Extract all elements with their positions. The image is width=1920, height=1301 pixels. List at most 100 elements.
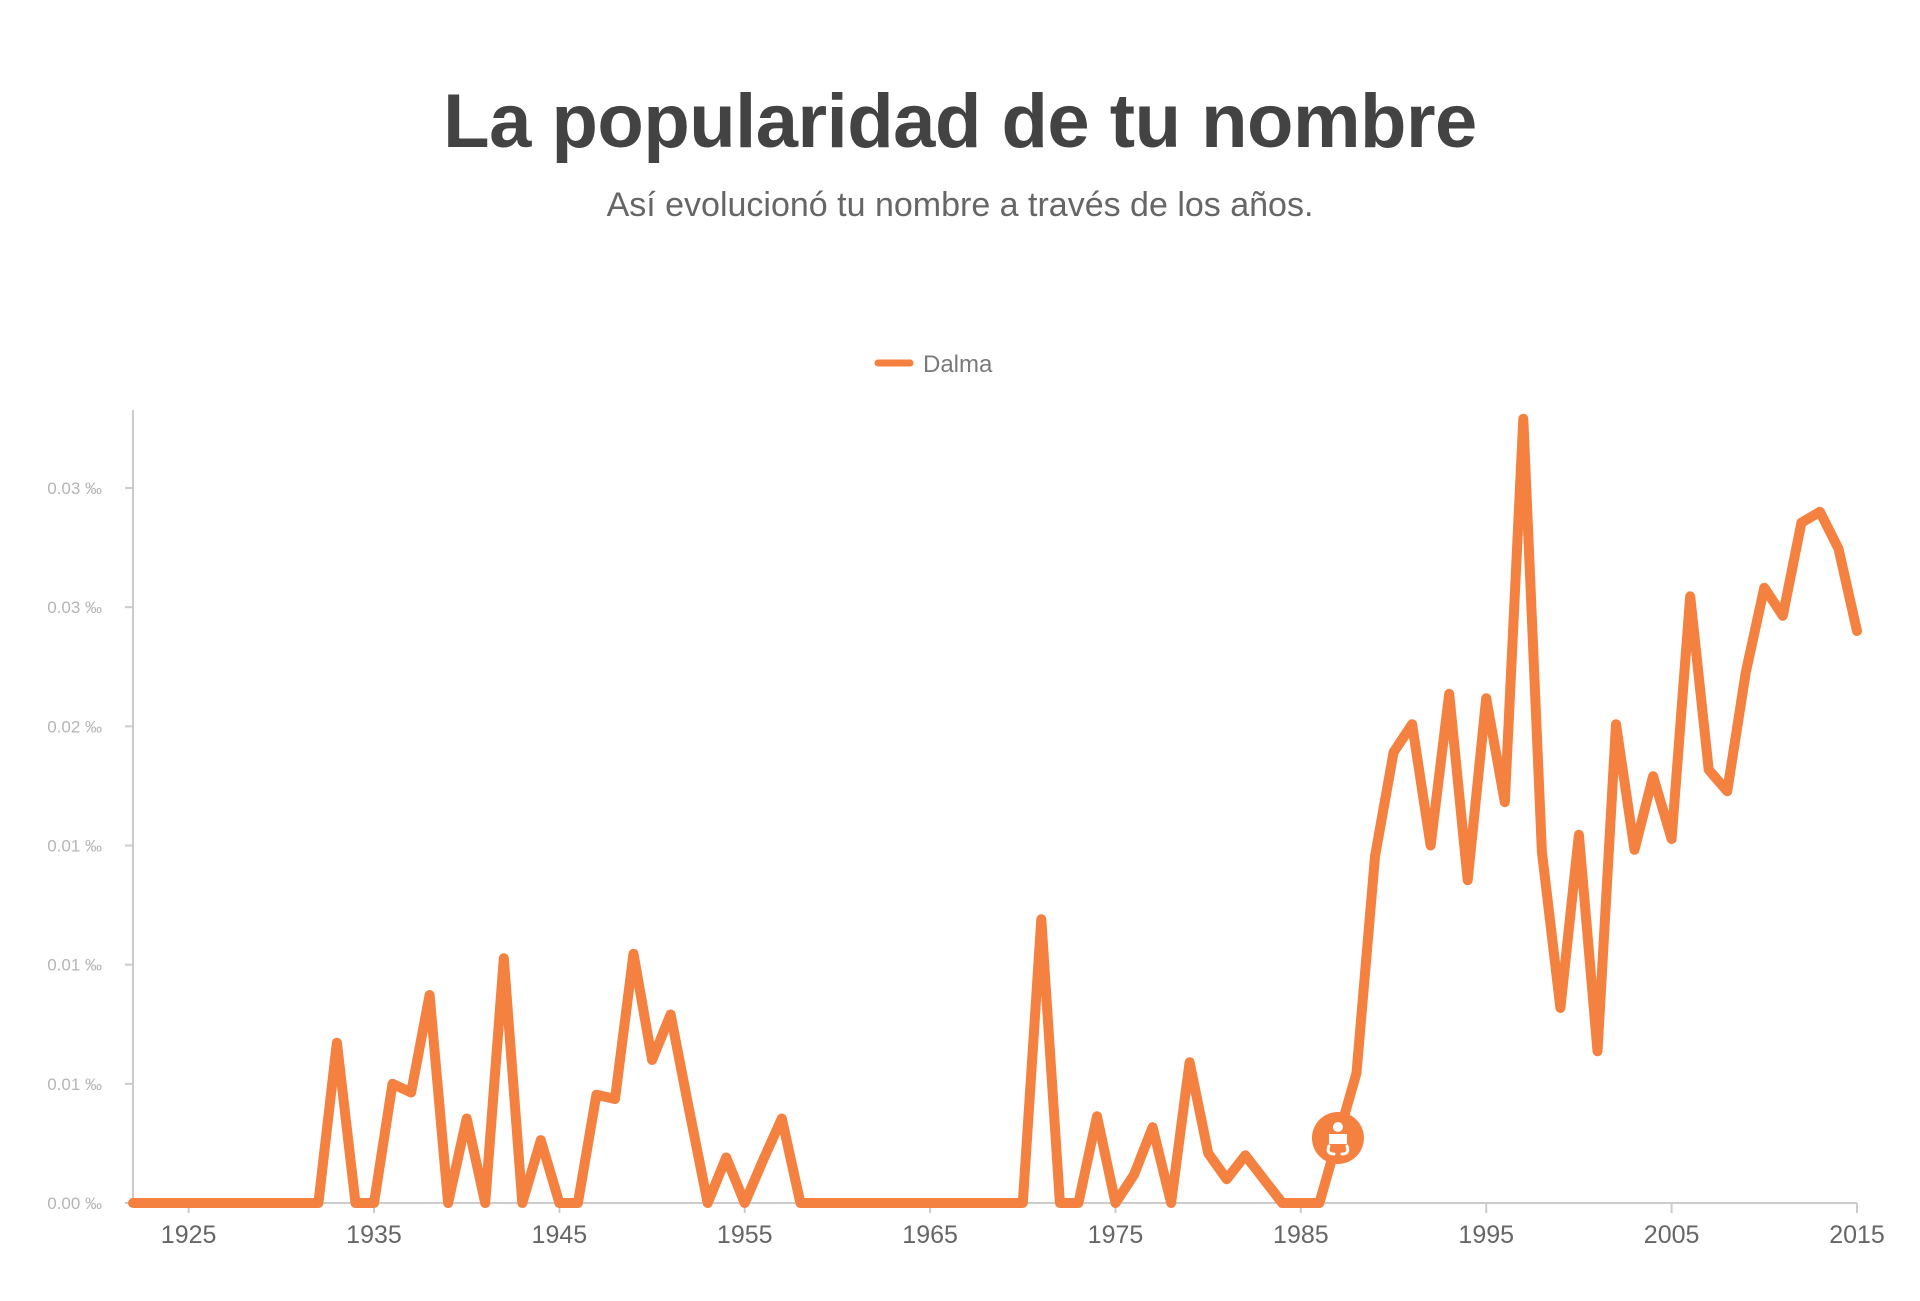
data-point [1313, 1197, 1325, 1209]
data-point [1035, 913, 1047, 925]
data-point [461, 1113, 473, 1125]
birth-year-marker[interactable] [1311, 1112, 1364, 1164]
data-point [1425, 840, 1437, 852]
data-point [943, 1197, 955, 1209]
data-point [1851, 625, 1863, 637]
data-point [572, 1197, 584, 1209]
y-axis-ticks: 0.00 ‰ 0.01 ‰ 0.01 ‰ 0.01 ‰ 0.02 ‰ 0.03 ‰ 0.03… [47, 479, 133, 1213]
data-point [665, 1009, 677, 1021]
x-tick-label: 1985 [1273, 1221, 1329, 1249]
data-point [1406, 718, 1418, 730]
data-point [980, 1197, 992, 1209]
data-point [1499, 796, 1511, 808]
data-point [275, 1197, 287, 1209]
page-subtitle: Así evolucionó tu nombre a través de los… [606, 186, 1314, 224]
data-point [683, 1104, 695, 1116]
data-point [1184, 1056, 1196, 1068]
data-point [1091, 1110, 1103, 1122]
x-tick-label: 1955 [717, 1221, 773, 1249]
legend-label-dalma: Dalma [923, 351, 993, 378]
baby-icon [1326, 1122, 1350, 1156]
data-point [220, 1197, 232, 1209]
data-point [1239, 1149, 1251, 1161]
data-point [1517, 413, 1529, 425]
data-point [1258, 1173, 1270, 1185]
data-point [1072, 1197, 1084, 1209]
data-point [1554, 1002, 1566, 1014]
page-title: La popularidad de tu nombre [443, 79, 1477, 164]
x-tick-label: 1935 [346, 1221, 402, 1249]
data-point [1795, 517, 1807, 529]
data-point [331, 1037, 343, 1049]
data-point [850, 1197, 862, 1209]
data-point [1165, 1197, 1177, 1209]
data-point [1740, 666, 1752, 678]
series-group [127, 413, 1863, 1209]
y-tick-label: 0.01 ‰ [47, 956, 102, 975]
x-tick-label: 1945 [532, 1221, 588, 1249]
data-point [1443, 688, 1455, 700]
data-point [1647, 770, 1659, 782]
data-point [590, 1089, 602, 1101]
x-axis-ticks: 1925 1935 1945 1955 1965 1975 1985 1995 2005 2015 [161, 1203, 1885, 1249]
data-point [1017, 1197, 1029, 1209]
data-point [535, 1134, 547, 1146]
data-point [1147, 1121, 1159, 1133]
data-point [739, 1197, 751, 1209]
data-point [553, 1197, 565, 1209]
y-tick-label: 0.01 ‰ [47, 837, 102, 856]
y-tick-label: 0.03 ‰ [47, 598, 102, 617]
data-point [368, 1197, 380, 1209]
data-point [757, 1154, 769, 1166]
x-tick-label: 2005 [1644, 1221, 1700, 1249]
data-point [1369, 850, 1381, 862]
data-point [183, 1197, 195, 1209]
data-point [1814, 506, 1826, 518]
data-point [1758, 582, 1770, 594]
data-point [720, 1152, 732, 1164]
data-point [257, 1197, 269, 1209]
data-point [238, 1197, 250, 1209]
data-point [164, 1197, 176, 1209]
data-point [1462, 874, 1474, 886]
data-point [998, 1197, 1010, 1209]
data-point [628, 948, 640, 960]
data-point [201, 1197, 213, 1209]
data-point [1276, 1197, 1288, 1209]
data-point [887, 1197, 899, 1209]
data-point [813, 1197, 825, 1209]
data-point [1573, 829, 1585, 841]
data-point [924, 1197, 936, 1209]
data-point [1777, 610, 1789, 622]
data-point [1591, 1045, 1603, 1057]
y-tick-label: 0.02 ‰ [47, 717, 102, 736]
data-point [1721, 785, 1733, 797]
data-point [516, 1197, 528, 1209]
data-point [1666, 833, 1678, 845]
data-point [405, 1087, 417, 1099]
x-tick-label: 1995 [1458, 1221, 1514, 1249]
data-point [1388, 746, 1400, 758]
data-point [831, 1197, 843, 1209]
data-point [794, 1197, 806, 1209]
x-tick-label: 1975 [1088, 1221, 1144, 1249]
data-point [646, 1054, 658, 1066]
data-point [1054, 1197, 1066, 1209]
data-point [127, 1197, 139, 1209]
data-point [1109, 1197, 1121, 1209]
y-tick-label: 0.00 ‰ [47, 1194, 102, 1213]
x-tick-label: 1965 [902, 1221, 958, 1249]
legend[interactable]: Dalma [874, 351, 993, 378]
baby-body [1328, 1134, 1347, 1144]
data-point [1832, 543, 1844, 555]
data-point [294, 1197, 306, 1209]
baby-head [1332, 1122, 1343, 1132]
baby-legs [1326, 1144, 1350, 1156]
data-point [498, 952, 510, 964]
data-point [1295, 1197, 1307, 1209]
data-point [387, 1078, 399, 1090]
data-point [1684, 590, 1696, 602]
x-tick-label: 1925 [161, 1221, 217, 1249]
data-point [349, 1197, 361, 1209]
data-point [1128, 1169, 1140, 1181]
